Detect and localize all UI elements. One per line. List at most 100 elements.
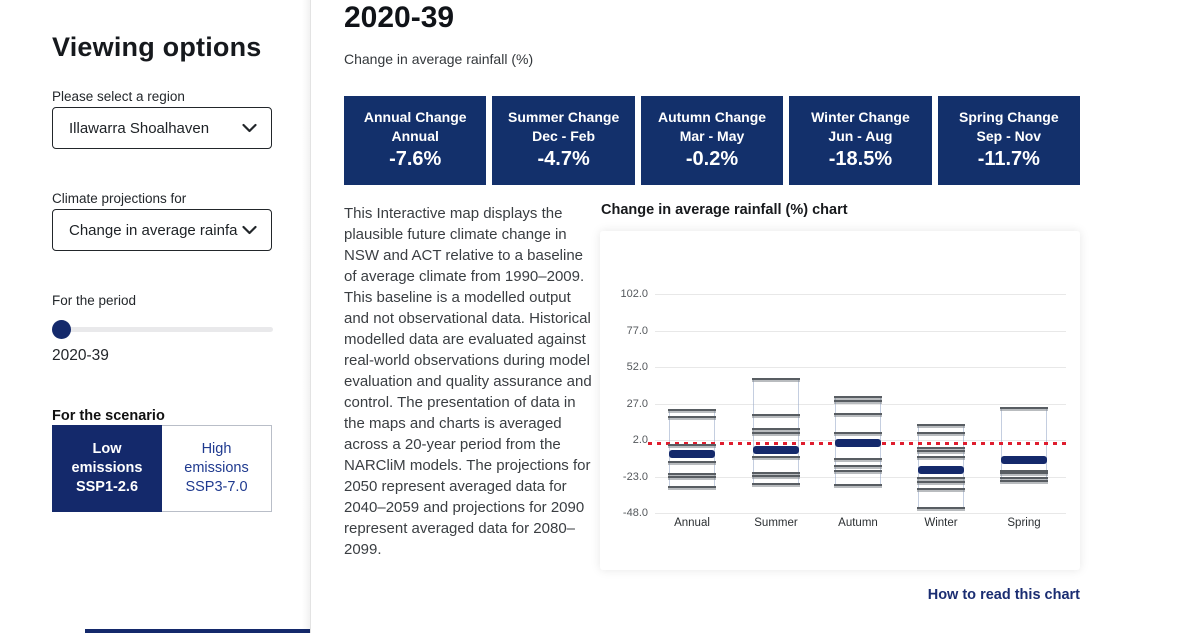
y-axis-tick-label: 27.0 xyxy=(626,397,648,410)
card-value: -0.2% xyxy=(685,148,739,170)
y-axis-tick-label: 52.0 xyxy=(626,361,648,373)
gridline xyxy=(655,513,1066,514)
scenario-high-line3: SSP3-7.0 xyxy=(185,479,248,495)
model-result-line xyxy=(917,449,965,452)
model-result-line xyxy=(1000,476,1048,479)
model-result-line xyxy=(917,432,965,435)
card-period: Jun - Aug xyxy=(828,128,893,144)
chevron-down-icon xyxy=(242,222,257,239)
model-result-line xyxy=(834,400,882,403)
period-label: For the period xyxy=(52,293,137,308)
x-axis-category-label: Winter xyxy=(924,517,958,529)
y-axis-tick-label: 77.0 xyxy=(626,324,648,337)
model-result-line xyxy=(752,455,800,458)
model-result-line xyxy=(917,506,965,509)
model-result-line xyxy=(752,414,800,417)
ensemble-mean-bar xyxy=(918,465,964,474)
card-period: Sep - Nov xyxy=(976,128,1042,144)
x-axis-category-label: Spring xyxy=(1007,517,1041,529)
ensemble-mean-bar xyxy=(1001,456,1047,464)
viewing-options-panel: Viewing options Please select a region I… xyxy=(0,0,311,633)
region-select[interactable]: Illawarra Shoalhaven xyxy=(52,107,272,149)
model-result-line xyxy=(752,482,800,485)
model-result-line xyxy=(917,447,965,450)
card-annual: Annual Change Annual -7.6% xyxy=(344,96,487,185)
model-result-line xyxy=(917,481,965,484)
model-result-line xyxy=(1000,471,1048,474)
scenario-low-line1: Low xyxy=(92,441,122,457)
model-result-line xyxy=(917,455,965,458)
scenario-low-button[interactable]: Low emissions SSP1-2.6 xyxy=(52,425,162,512)
model-result-line xyxy=(917,476,965,479)
model-result-line xyxy=(1000,406,1048,409)
x-axis-category-label: Summer xyxy=(754,517,798,529)
model-result-line xyxy=(752,431,800,434)
ensemble-mean-bar xyxy=(835,439,881,448)
model-result-line xyxy=(1000,479,1048,482)
scenario-high-button[interactable]: High emissions SSP3-7.0 xyxy=(162,425,272,512)
model-result-line xyxy=(834,412,882,415)
y-axis-tick-label: 2.0 xyxy=(632,434,648,446)
card-title: Summer Change xyxy=(507,109,620,125)
card-title: Winter Change xyxy=(811,109,910,125)
card-summer: Summer Change Dec - Feb -4.7% xyxy=(492,96,635,185)
model-result-line xyxy=(834,431,882,434)
model-result-line xyxy=(752,378,800,381)
scenario-low-line2: emissions xyxy=(71,460,143,476)
model-result-line xyxy=(917,487,965,490)
scenario-high-line2: emissions xyxy=(184,460,249,476)
model-result-line xyxy=(752,471,800,474)
projection-select-value: Change in average rainfa xyxy=(69,221,238,239)
model-result-line xyxy=(917,424,965,427)
model-result-line xyxy=(834,465,882,468)
sidebar-divider xyxy=(310,0,311,633)
card-value: -4.7% xyxy=(537,148,590,170)
sidebar-divider-shadow xyxy=(302,0,311,633)
projection-select[interactable]: Change in average rainfa xyxy=(52,209,272,251)
scenario-toggle: Low emissions SSP1-2.6 High emissions SS… xyxy=(52,425,272,512)
card-title: Annual Change xyxy=(363,109,467,125)
chart-title: Change in average rainfall (%) chart xyxy=(601,202,848,218)
model-result-line xyxy=(1000,469,1048,472)
card-winter: Winter Change Jun - Aug -18.5% xyxy=(789,96,932,185)
gridline xyxy=(655,294,1066,295)
gridline xyxy=(655,330,1066,332)
sidebar-title: Viewing options xyxy=(52,32,262,62)
model-result-line xyxy=(668,415,716,418)
gridline xyxy=(655,403,1066,405)
period-value: 2020-39 xyxy=(52,347,109,364)
scenario-low-line3: SSP1-2.6 xyxy=(75,479,139,495)
card-title: Spring Change xyxy=(959,109,1059,125)
gridline xyxy=(655,476,1066,478)
x-axis-category-label: Annual xyxy=(674,517,710,529)
card-value: -18.5% xyxy=(828,148,893,170)
how-to-read-chart-link[interactable]: How to read this chart xyxy=(927,587,1080,603)
rainfall-change-chart: 102.0 77.0 52.0 27.0 2.0 -23.0 -48.0 Annual Summ… xyxy=(600,231,1080,570)
card-title: Autumn Change xyxy=(657,109,767,125)
scenario-label: For the scenario xyxy=(52,408,165,424)
card-value: -7.6% xyxy=(389,148,442,170)
region-select-value: Illawarra Shoalhaven xyxy=(69,119,210,137)
map-description: This Interactive map displays the plausi… xyxy=(344,205,592,558)
period-slider-track[interactable] xyxy=(52,327,273,332)
projection-label: Climate projections for xyxy=(52,191,187,206)
model-result-line xyxy=(752,427,800,430)
model-result-line xyxy=(834,395,882,398)
page-title: 2020-39 xyxy=(344,1,455,34)
model-result-line xyxy=(668,473,716,476)
card-value: -11.7% xyxy=(977,148,1040,170)
model-result-line xyxy=(668,485,716,488)
period-slider-handle[interactable] xyxy=(52,320,71,339)
model-result-line xyxy=(834,469,882,472)
seasonal-change-cards: Annual Change Annual -7.6% Summer Change… xyxy=(344,96,1081,185)
y-axis-tick-label: -23.0 xyxy=(622,470,648,483)
card-period: Dec - Feb xyxy=(532,128,596,144)
card-autumn: Autumn Change Mar - May -0.2% xyxy=(640,96,784,185)
chevron-down-icon xyxy=(242,120,257,137)
model-result-line xyxy=(668,409,716,412)
y-axis-tick-label: 102.0 xyxy=(620,288,648,300)
model-result-line xyxy=(668,460,716,463)
sidebar-bottom-accent xyxy=(85,629,311,633)
ensemble-mean-bar xyxy=(669,450,715,459)
scenario-high-line1: High xyxy=(201,441,232,457)
